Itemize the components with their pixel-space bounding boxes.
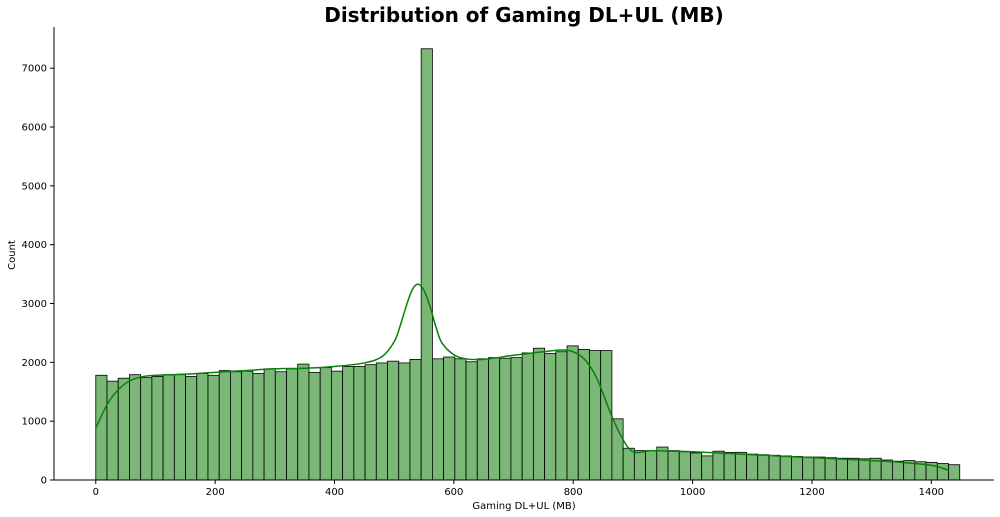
histogram-bar: [701, 455, 714, 481]
histogram-bar: [95, 374, 108, 481]
histogram-bar: [443, 356, 456, 481]
histogram-bar: [252, 373, 265, 481]
histogram-bar: [331, 370, 344, 481]
histogram-bar: [589, 350, 602, 481]
y-tick-label: 4000: [22, 240, 47, 251]
histogram-bar: [779, 455, 792, 481]
histogram-bar: [185, 376, 198, 481]
histogram-bar: [532, 347, 545, 481]
y-tick-label: 7000: [22, 64, 47, 75]
histogram-bar: [847, 457, 860, 481]
histogram-bar: [936, 463, 949, 481]
y-tick-label: 2000: [22, 358, 47, 369]
histogram-bar: [633, 450, 646, 481]
y-tick-label: 6000: [22, 123, 47, 134]
histogram-bar: [768, 454, 781, 481]
histogram-bar: [948, 464, 961, 481]
histogram-bar: [218, 370, 231, 481]
x-tick-label: 1200: [799, 487, 824, 498]
x-tick-label: 200: [206, 487, 225, 498]
histogram-bar: [690, 452, 703, 481]
histogram-bar: [342, 366, 355, 481]
histogram-bar: [308, 371, 321, 481]
histogram-bar: [286, 368, 299, 481]
histogram-bar: [241, 370, 254, 481]
histogram-bar: [892, 460, 905, 481]
histogram-bar: [645, 450, 658, 481]
histogram-bar: [364, 364, 377, 481]
histogram-bars: [95, 48, 961, 481]
histogram-bar: [544, 353, 557, 481]
histogram-bar: [319, 367, 332, 481]
histogram-bar: [824, 457, 837, 481]
histogram-bar: [140, 377, 153, 481]
histogram-bar: [274, 371, 287, 481]
histogram-bar: [600, 350, 613, 481]
histogram-bar: [712, 450, 725, 481]
histogram-bar: [409, 358, 422, 481]
histogram-bar: [566, 345, 579, 481]
y-tick-label: 3000: [22, 299, 47, 310]
x-axis-label: Gaming DL+UL (MB): [472, 501, 575, 512]
histogram-bar: [678, 451, 691, 481]
histogram-bar: [791, 456, 804, 481]
histogram-bar: [723, 451, 736, 481]
histogram-bar: [420, 48, 433, 481]
histogram-bar: [398, 362, 411, 481]
histogram-bar: [162, 374, 175, 481]
x-tick-label: 400: [325, 487, 344, 498]
histogram-bar: [387, 360, 400, 481]
histogram-bar: [117, 377, 130, 481]
x-axis-ticks: 0 200 400 600 800 1000 1200 1400: [93, 480, 944, 498]
x-tick-label: 0: [93, 487, 99, 498]
histogram-bar: [375, 362, 388, 481]
histogram-bar: [151, 376, 164, 481]
histogram-bar: [746, 453, 759, 481]
histogram-bar: [196, 373, 209, 481]
x-tick-label: 1400: [919, 487, 944, 498]
histogram-bar: [577, 348, 590, 481]
histogram-bar: [880, 459, 893, 481]
histogram-bar: [488, 357, 501, 481]
histogram-bar: [813, 456, 826, 481]
histogram-bar: [263, 368, 276, 481]
kde-curve: [95, 283, 950, 472]
histogram-bar: [297, 363, 310, 481]
x-tick-label: 600: [444, 487, 463, 498]
y-tick-label: 0: [41, 476, 47, 487]
histogram-bar: [555, 351, 568, 481]
y-tick-label: 1000: [22, 417, 47, 428]
histogram-bar: [734, 451, 747, 481]
histogram-bar: [431, 358, 445, 481]
histogram-bar: [757, 454, 770, 481]
histogram-bar: [521, 352, 534, 481]
chart-title: Distribution of Gaming DL+UL (MB): [324, 3, 724, 27]
histogram-bar: [476, 358, 489, 481]
histogram-bar: [353, 366, 366, 481]
x-tick-label: 800: [564, 487, 583, 498]
histogram-bar: [454, 358, 467, 481]
histogram-bar: [510, 357, 523, 481]
histogram-bar: [465, 361, 478, 481]
histogram-bar: [656, 446, 669, 481]
histogram-bar: [835, 457, 848, 481]
histogram-bar: [802, 456, 815, 481]
histogram-bar: [622, 447, 635, 481]
y-tick-label: 5000: [22, 181, 47, 192]
histogram-bar: [173, 374, 186, 481]
histogram-bar: [667, 450, 680, 481]
y-axis-ticks: 0 1000 2000 3000 4000 5000 6000 7000: [22, 64, 54, 487]
histogram-bar: [858, 458, 871, 481]
histogram-bar: [129, 374, 142, 481]
histogram-bar: [499, 357, 512, 481]
histogram-bar: [207, 374, 220, 481]
histogram-bar: [230, 371, 243, 481]
x-tick-label: 1000: [680, 487, 705, 498]
y-axis-label: Count: [7, 240, 18, 270]
